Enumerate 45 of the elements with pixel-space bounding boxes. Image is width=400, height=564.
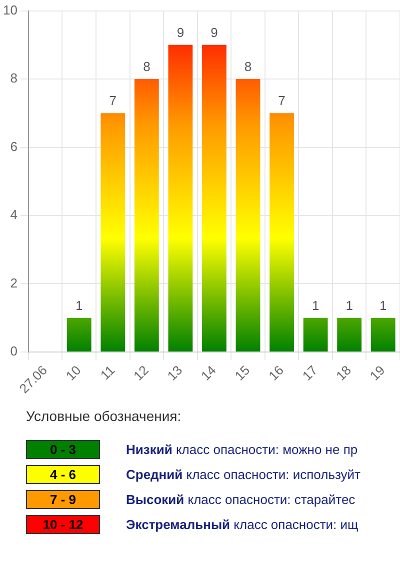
y-tick-label: 6 [10, 138, 18, 154]
data-label: 8 [244, 59, 252, 74]
data-label: 1 [346, 298, 353, 313]
x-tick-label: 18 [333, 362, 354, 384]
data-label: 1 [379, 298, 387, 313]
bar [370, 318, 396, 352]
y-tick-label: 10 [2, 2, 18, 18]
category-label: 10 - 12 [26, 514, 100, 534]
text: Экстремальный класс опасности: ищ [126, 516, 358, 532]
data-label: 1 [76, 298, 83, 313]
category-label: 4 - 6 [26, 464, 100, 484]
category-label: 7 - 9 [26, 490, 100, 508]
category-label: 0 - 3 [26, 440, 100, 458]
data-label: 8 [143, 59, 150, 74]
y-tick-label: 4 [10, 207, 18, 222]
text: Условные обозначения: [26, 408, 182, 424]
bar [236, 79, 260, 352]
x-tick-label: 11 [97, 362, 118, 383]
text: Низкий класс опасности: можно не пр [126, 442, 358, 456]
x-tick-label: 10 [62, 362, 84, 384]
text: Средний класс опасности: используйт [126, 466, 361, 482]
bar [168, 44, 193, 352]
bar [66, 318, 92, 352]
x-tick-label: 16 [266, 362, 286, 384]
bar [303, 318, 328, 352]
data-label: 7 [278, 93, 286, 108]
data-label: 9 [176, 24, 184, 40]
x-tick-label: 14 [198, 362, 219, 384]
bar [202, 44, 226, 352]
x-tick-label: 19 [366, 362, 388, 384]
bar [337, 318, 362, 352]
x-tick-label: 17 [299, 362, 320, 384]
x-tick-label: 12 [130, 362, 152, 384]
bar [134, 79, 159, 352]
data-label: 9 [210, 24, 218, 40]
y-tick-label: 8 [10, 70, 18, 86]
y-tick-label: 0 [10, 344, 18, 359]
text: Высокий класс опасности: старайтес [126, 492, 356, 506]
data-label: 7 [109, 93, 117, 108]
bar [270, 113, 294, 352]
x-tick-label: 15 [232, 362, 253, 384]
data-label: 1 [312, 298, 320, 313]
bar [100, 113, 126, 352]
x-tick-label: 13 [164, 362, 186, 384]
y-tick-label: 2 [10, 275, 18, 290]
